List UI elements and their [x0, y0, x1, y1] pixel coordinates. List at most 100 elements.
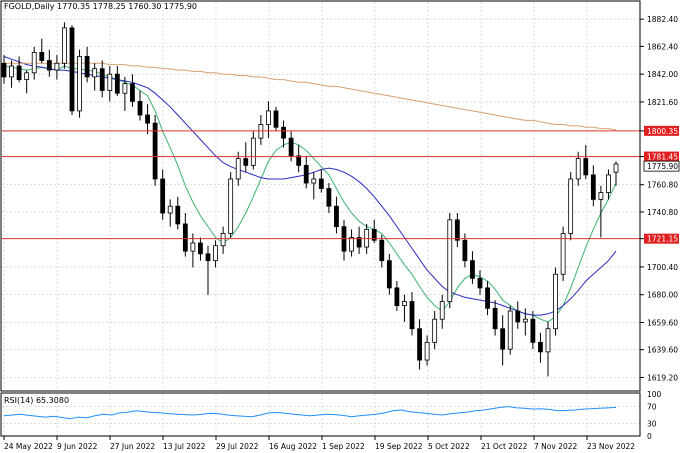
- moving-average-line: [3, 65, 617, 323]
- candle[interactable]: [167, 199, 173, 227]
- candle[interactable]: [583, 144, 589, 179]
- candle[interactable]: [84, 46, 90, 83]
- candle[interactable]: [522, 308, 528, 336]
- candle[interactable]: [409, 291, 415, 336]
- candle[interactable]: [318, 169, 324, 193]
- candle[interactable]: [575, 151, 581, 186]
- candle[interactable]: [235, 151, 241, 186]
- candle[interactable]: [311, 172, 317, 200]
- candle[interactable]: [613, 161, 619, 186]
- candle-body: [334, 205, 339, 228]
- candle[interactable]: [266, 101, 271, 139]
- candle[interactable]: [500, 315, 506, 366]
- candle[interactable]: [130, 74, 135, 107]
- candle-body: [69, 27, 75, 112]
- candle[interactable]: [432, 311, 438, 350]
- candle[interactable]: [386, 253, 392, 295]
- candle[interactable]: [538, 332, 543, 363]
- candle[interactable]: [213, 240, 218, 268]
- candle-body: [84, 56, 90, 78]
- candle[interactable]: [273, 106, 279, 132]
- candle[interactable]: [447, 213, 453, 309]
- candle[interactable]: [77, 49, 82, 118]
- candle[interactable]: [54, 55, 60, 80]
- candle[interactable]: [31, 46, 37, 80]
- candle[interactable]: [439, 294, 445, 329]
- candle[interactable]: [152, 114, 158, 186]
- candle[interactable]: [477, 270, 483, 295]
- candle[interactable]: [515, 301, 521, 329]
- candle[interactable]: [356, 226, 362, 254]
- candle[interactable]: [220, 226, 226, 254]
- candle-body: [326, 188, 332, 207]
- candle-body: [522, 318, 528, 323]
- candle[interactable]: [379, 234, 385, 268]
- candle[interactable]: [99, 60, 105, 98]
- candle[interactable]: [424, 335, 430, 366]
- candle[interactable]: [1, 55, 7, 84]
- candle[interactable]: [160, 169, 166, 220]
- candle[interactable]: [326, 183, 332, 214]
- candle[interactable]: [454, 213, 460, 248]
- candle[interactable]: [417, 319, 422, 370]
- candle[interactable]: [182, 213, 188, 257]
- candle[interactable]: [122, 76, 128, 111]
- candle[interactable]: [16, 56, 22, 83]
- candle[interactable]: [145, 104, 150, 135]
- candle[interactable]: [9, 60, 14, 88]
- candle[interactable]: [560, 226, 566, 282]
- candle[interactable]: [243, 142, 249, 173]
- candle[interactable]: [250, 131, 256, 170]
- candle[interactable]: [590, 165, 596, 207]
- price-level-label: 1781.45: [647, 153, 678, 162]
- candle[interactable]: [303, 155, 309, 189]
- candle[interactable]: [394, 281, 400, 312]
- candle[interactable]: [334, 196, 339, 234]
- x-tick-label: 9 Jun 2022: [57, 442, 98, 451]
- candle[interactable]: [39, 38, 45, 64]
- candle[interactable]: [205, 245, 211, 295]
- candle-body: [99, 68, 105, 91]
- candle[interactable]: [349, 229, 354, 257]
- candle[interactable]: [296, 144, 302, 173]
- candle[interactable]: [175, 196, 181, 230]
- candle[interactable]: [281, 120, 286, 148]
- moving-averages: [3, 56, 617, 323]
- candle[interactable]: [228, 172, 234, 238]
- candle[interactable]: [568, 172, 574, 241]
- candle[interactable]: [507, 305, 513, 355]
- support-resistance-lines[interactable]: [2, 130, 640, 240]
- candle[interactable]: [107, 65, 113, 102]
- candle[interactable]: [545, 321, 551, 377]
- candle-body: [538, 341, 543, 353]
- candle[interactable]: [46, 49, 52, 77]
- candle-body: [311, 178, 317, 184]
- candle[interactable]: [598, 185, 604, 238]
- candle[interactable]: [530, 311, 536, 350]
- candle-body: [470, 260, 475, 279]
- candle[interactable]: [62, 22, 67, 69]
- candle[interactable]: [553, 267, 558, 336]
- candle[interactable]: [92, 63, 98, 91]
- candle[interactable]: [198, 237, 203, 261]
- candle-body: [575, 158, 581, 180]
- rsi-tick-label: 30: [647, 419, 657, 428]
- candle-body: [454, 219, 460, 241]
- candle-body: [492, 307, 498, 330]
- candle[interactable]: [69, 25, 75, 115]
- candle-body: [213, 245, 218, 262]
- candle[interactable]: [24, 70, 30, 94]
- candle[interactable]: [402, 294, 407, 322]
- candle[interactable]: [485, 281, 490, 316]
- candle[interactable]: [606, 169, 611, 200]
- candle-body: [356, 237, 362, 248]
- candle-body: [205, 253, 211, 262]
- candle[interactable]: [470, 251, 475, 284]
- candle[interactable]: [492, 300, 498, 336]
- candle-body: [477, 277, 483, 289]
- candle[interactable]: [137, 90, 143, 121]
- candle-body: [606, 174, 611, 193]
- candlesticks[interactable]: [1, 22, 619, 377]
- candle[interactable]: [114, 65, 120, 96]
